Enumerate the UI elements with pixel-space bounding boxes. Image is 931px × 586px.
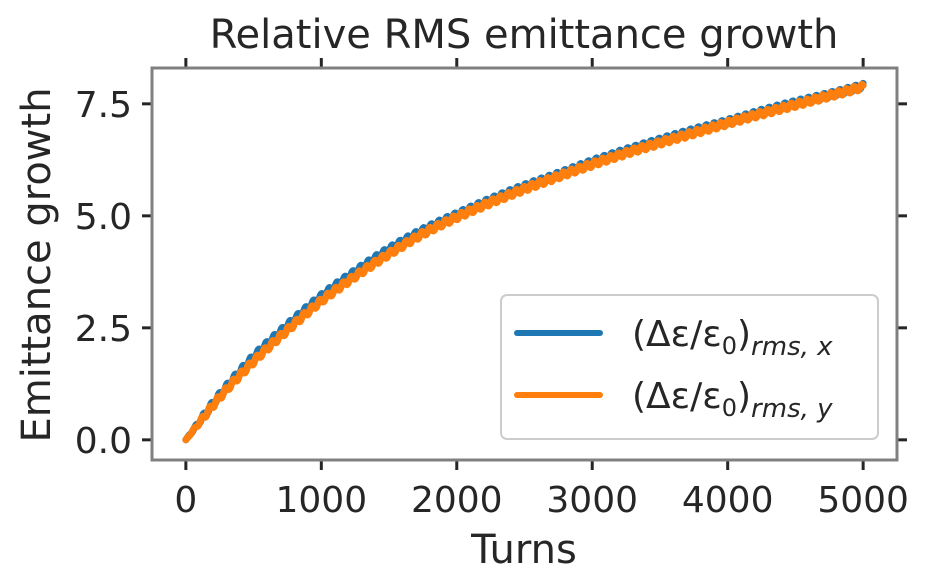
- x-tick-label: 3000: [546, 480, 638, 521]
- y-axis-label-group: Emittance growth: [14, 87, 60, 442]
- axis-ticks: 0 1000 2000 3000 4000 5000 0.0 2.5 5.0 7.5: [75, 58, 909, 521]
- plot-frame: [150, 66, 899, 462]
- legend: (Δε/ε0)rms, x (Δε/ε0)rms, y: [500, 294, 879, 440]
- legend-label: (Δε/ε0)rms, y: [632, 376, 833, 424]
- x-tick-label: 2000: [411, 480, 503, 521]
- x-tick-label: 5000: [817, 480, 909, 521]
- y-tick-label: 0.0: [75, 421, 132, 462]
- y-tick-label: 7.5: [75, 85, 132, 126]
- plot-area: [182, 79, 867, 444]
- x-tick-label: 4000: [682, 480, 774, 521]
- series-layer: [182, 79, 867, 444]
- x-tick-label: 0: [174, 480, 197, 521]
- series-line-y: [182, 80, 867, 444]
- x-tick-label: 1000: [276, 480, 368, 521]
- legend-label: (Δε/ε0)rms, x: [632, 314, 833, 362]
- chart-title: Relative RMS emittance growth: [210, 12, 839, 58]
- y-axis-label: Emittance growth: [14, 87, 60, 442]
- x-axis-label: Turns: [470, 527, 577, 573]
- y-tick-label: 5.0: [75, 197, 132, 238]
- y-tick-label: 2.5: [75, 309, 132, 350]
